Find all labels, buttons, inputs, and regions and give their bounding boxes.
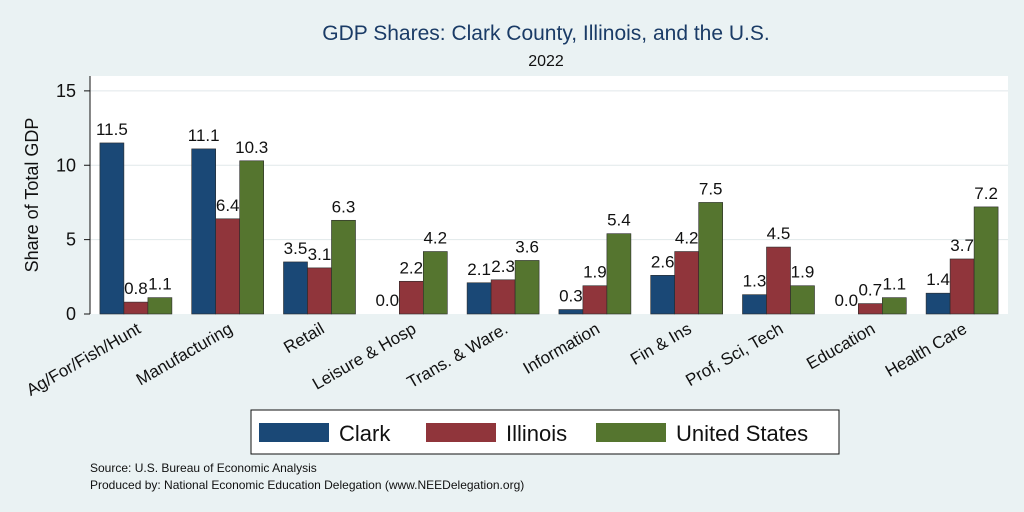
source-note: Source: U.S. Bureau of Economic Analysis <box>90 461 317 475</box>
bar-illinois <box>307 267 332 315</box>
produced-by-note: Produced by: National Economic Education… <box>90 478 524 492</box>
bar-illinois <box>766 246 791 315</box>
bar-illinois <box>398 280 424 315</box>
legend-label: Illinois <box>506 421 567 446</box>
y-axis-label: Share of Total GDP <box>22 118 42 273</box>
bar-united-states <box>973 206 999 315</box>
data-label: 2.3 <box>491 257 515 276</box>
bar-clark <box>650 275 676 315</box>
bar-illinois <box>490 279 516 315</box>
bar-illinois <box>123 301 149 315</box>
data-label: 11.5 <box>96 120 128 139</box>
data-label: 5.4 <box>607 211 631 230</box>
bar-clark <box>99 142 125 315</box>
data-label: 7.2 <box>974 184 998 203</box>
data-label: 7.5 <box>699 179 723 198</box>
bar-united-states <box>790 285 815 315</box>
data-label: 2.2 <box>399 258 423 277</box>
data-label: 1.1 <box>882 275 906 294</box>
bar-illinois <box>215 218 240 315</box>
data-label: 4.5 <box>767 224 791 243</box>
data-label: 2.6 <box>651 252 675 271</box>
data-label: 3.1 <box>308 245 332 264</box>
data-label: 0.0 <box>834 291 858 310</box>
chart-subtitle: 2022 <box>528 53 564 70</box>
legend-swatch-united-states <box>596 423 666 442</box>
bar-united-states <box>514 260 540 315</box>
bar-united-states <box>881 297 907 315</box>
data-label: 3.6 <box>515 237 539 256</box>
data-label: 0.0 <box>375 291 399 310</box>
data-label: 3.5 <box>284 239 308 258</box>
bar-united-states <box>422 251 448 315</box>
y-tick-label: 15 <box>56 81 76 101</box>
legend-label: United States <box>676 421 808 446</box>
bar-clark <box>466 282 492 315</box>
bar-clark <box>925 292 951 315</box>
legend-swatch-illinois <box>426 423 496 442</box>
bar-united-states <box>698 202 724 315</box>
data-label: 1.3 <box>743 272 767 291</box>
bar-united-states <box>147 297 173 315</box>
data-label: 4.2 <box>423 229 447 248</box>
bar-marks <box>99 142 999 315</box>
data-label: 4.2 <box>675 229 699 248</box>
y-tick-label: 10 <box>56 155 76 175</box>
bar-illinois <box>582 285 608 315</box>
bar-clark <box>742 294 767 315</box>
legend-swatch-clark <box>259 423 329 442</box>
bar-clark <box>191 148 216 315</box>
data-label: 1.9 <box>583 263 607 282</box>
data-label: 1.1 <box>148 275 172 294</box>
bar-clark <box>283 261 308 315</box>
chart-title: GDP Shares: Clark County, Illinois, and … <box>322 22 769 45</box>
data-label: 0.8 <box>124 279 148 298</box>
data-label: 6.3 <box>332 197 356 216</box>
data-label: 1.9 <box>791 263 815 282</box>
y-tick-label: 5 <box>66 230 76 250</box>
data-label: 0.3 <box>559 287 583 306</box>
data-label: 10.3 <box>235 138 268 157</box>
data-label: 0.7 <box>858 281 882 300</box>
data-label: 6.4 <box>216 196 240 215</box>
data-labels: 11.50.8 1.111.16.410.33.5 3.16.30.02.24.22… <box>96 120 998 310</box>
y-axis-ticks: 0 5 10 15 <box>56 81 90 324</box>
bar-united-states <box>606 233 632 315</box>
bar-united-states <box>239 160 264 315</box>
y-tick-label: 0 <box>66 304 76 324</box>
data-label: 1.4 <box>926 270 950 289</box>
legend: Clark Illinois United States <box>250 409 840 455</box>
bar-clark <box>558 309 584 315</box>
legend-label: Clark <box>339 421 391 446</box>
bar-illinois <box>674 251 700 315</box>
data-label: 2.1 <box>467 260 491 279</box>
bar-illinois <box>857 303 883 315</box>
data-label: 11.1 <box>188 126 220 145</box>
data-label: 3.7 <box>950 236 974 255</box>
legend-box <box>250 409 840 455</box>
bar-illinois <box>949 258 975 315</box>
bar-united-states <box>331 219 356 315</box>
